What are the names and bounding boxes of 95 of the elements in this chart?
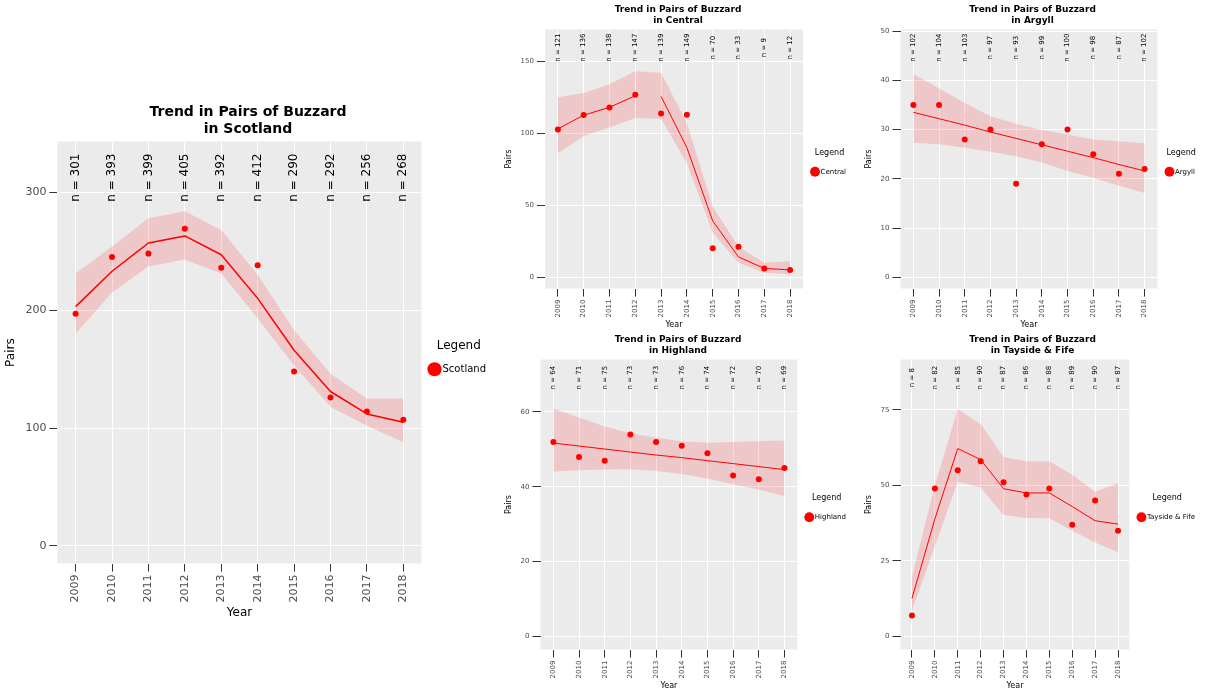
point — [109, 254, 116, 261]
legend-title: Legend — [1152, 493, 1182, 503]
point — [787, 266, 794, 273]
x-tick-label: 2013 — [214, 574, 228, 603]
point — [781, 465, 788, 472]
legend-label: Scotland — [442, 362, 487, 374]
x-tick-label: 2014 — [250, 574, 264, 603]
legend-title: Legend — [814, 147, 845, 157]
point — [936, 101, 943, 108]
point — [580, 111, 587, 118]
point — [606, 104, 613, 111]
point — [1046, 485, 1053, 492]
point — [908, 612, 915, 619]
point — [678, 442, 685, 449]
y-axis-title: Pairs — [3, 338, 18, 367]
annotation: n = 392 — [213, 153, 228, 202]
point — [1038, 141, 1045, 148]
point — [1069, 521, 1076, 528]
x-axis-title: Year — [1019, 320, 1039, 330]
x-tick-label: 2016 — [323, 574, 337, 603]
point — [961, 136, 968, 143]
chart-title: Trend in Pairs of Buzzard in Tayside & Fife — [969, 333, 1096, 355]
x-axis-title: Year — [659, 681, 679, 691]
x-axis-title: Year — [664, 320, 684, 330]
annotation: n = 393 — [104, 153, 119, 202]
point — [755, 476, 762, 483]
chart-title: Trend in Pairs of Buzzard in Argyll — [969, 3, 1096, 25]
point — [327, 394, 334, 401]
point — [1115, 170, 1122, 177]
point — [931, 485, 938, 492]
y-tick-label: 200 — [25, 303, 47, 317]
point — [735, 243, 742, 250]
point — [954, 467, 961, 474]
point — [576, 453, 583, 460]
y-tick-label: 100 — [25, 420, 47, 434]
point — [601, 457, 608, 464]
y-tick-label: 300 — [25, 185, 47, 199]
point — [632, 91, 639, 98]
point — [1013, 180, 1020, 187]
point — [627, 431, 634, 438]
point — [181, 225, 188, 232]
x-tick-label: 2017 — [359, 574, 373, 603]
point — [554, 126, 561, 133]
point — [145, 250, 152, 257]
point — [1090, 151, 1097, 158]
point — [254, 262, 261, 269]
point — [400, 416, 407, 423]
point — [730, 472, 737, 479]
y-axis-title: Pairs — [863, 495, 873, 515]
x-tick-label: 2009 — [68, 574, 82, 603]
x-axis-title: Year — [1005, 681, 1025, 691]
x-tick-label: 2011 — [141, 574, 155, 603]
y-axis-title: Pairs — [503, 149, 513, 169]
chart-title: Trend in Pairs of Buzzard in Scotland — [149, 103, 347, 136]
point — [658, 110, 665, 117]
annotation: n = 301 — [67, 153, 82, 202]
annotation: n = 399 — [140, 153, 155, 202]
point — [550, 438, 557, 445]
y-axis-title: Pairs — [503, 495, 513, 515]
point — [1115, 527, 1122, 534]
point — [704, 450, 711, 457]
point — [987, 126, 994, 133]
point — [1064, 126, 1071, 133]
annotation: n = 256 — [359, 153, 374, 202]
x-tick-label: 2012 — [177, 574, 191, 603]
legend-title: Legend — [1166, 147, 1196, 157]
point — [683, 111, 690, 118]
point — [761, 265, 768, 272]
x-tick-label: 2010 — [104, 574, 118, 603]
annotation: n = 292 — [322, 153, 337, 202]
legend-title: Legend — [436, 337, 481, 352]
chart-title: Trend in Pairs of Buzzard in Central — [614, 3, 742, 25]
annotation: n = 290 — [286, 153, 301, 202]
point — [291, 368, 298, 375]
chart-title: Trend in Pairs of Buzzard in Highland — [614, 333, 742, 355]
legend-title: Legend — [811, 493, 842, 503]
y-axis-title: Pairs — [863, 149, 873, 169]
annotation: n = 412 — [249, 153, 264, 202]
annotation: n = 268 — [395, 153, 410, 202]
point — [1092, 497, 1099, 504]
y-tick-label: 0 — [39, 538, 47, 552]
point — [1141, 165, 1148, 172]
point — [1000, 479, 1007, 486]
annotation: n = 405 — [176, 153, 191, 202]
point — [1023, 491, 1030, 498]
x-tick-label: 2015 — [286, 574, 300, 603]
point — [218, 264, 225, 271]
point — [709, 245, 716, 252]
x-axis-title: Year — [225, 604, 253, 619]
point — [363, 408, 370, 415]
point — [72, 310, 79, 317]
x-tick-label: 2018 — [396, 574, 410, 603]
point — [977, 458, 984, 465]
point — [653, 438, 660, 445]
point — [910, 101, 917, 108]
